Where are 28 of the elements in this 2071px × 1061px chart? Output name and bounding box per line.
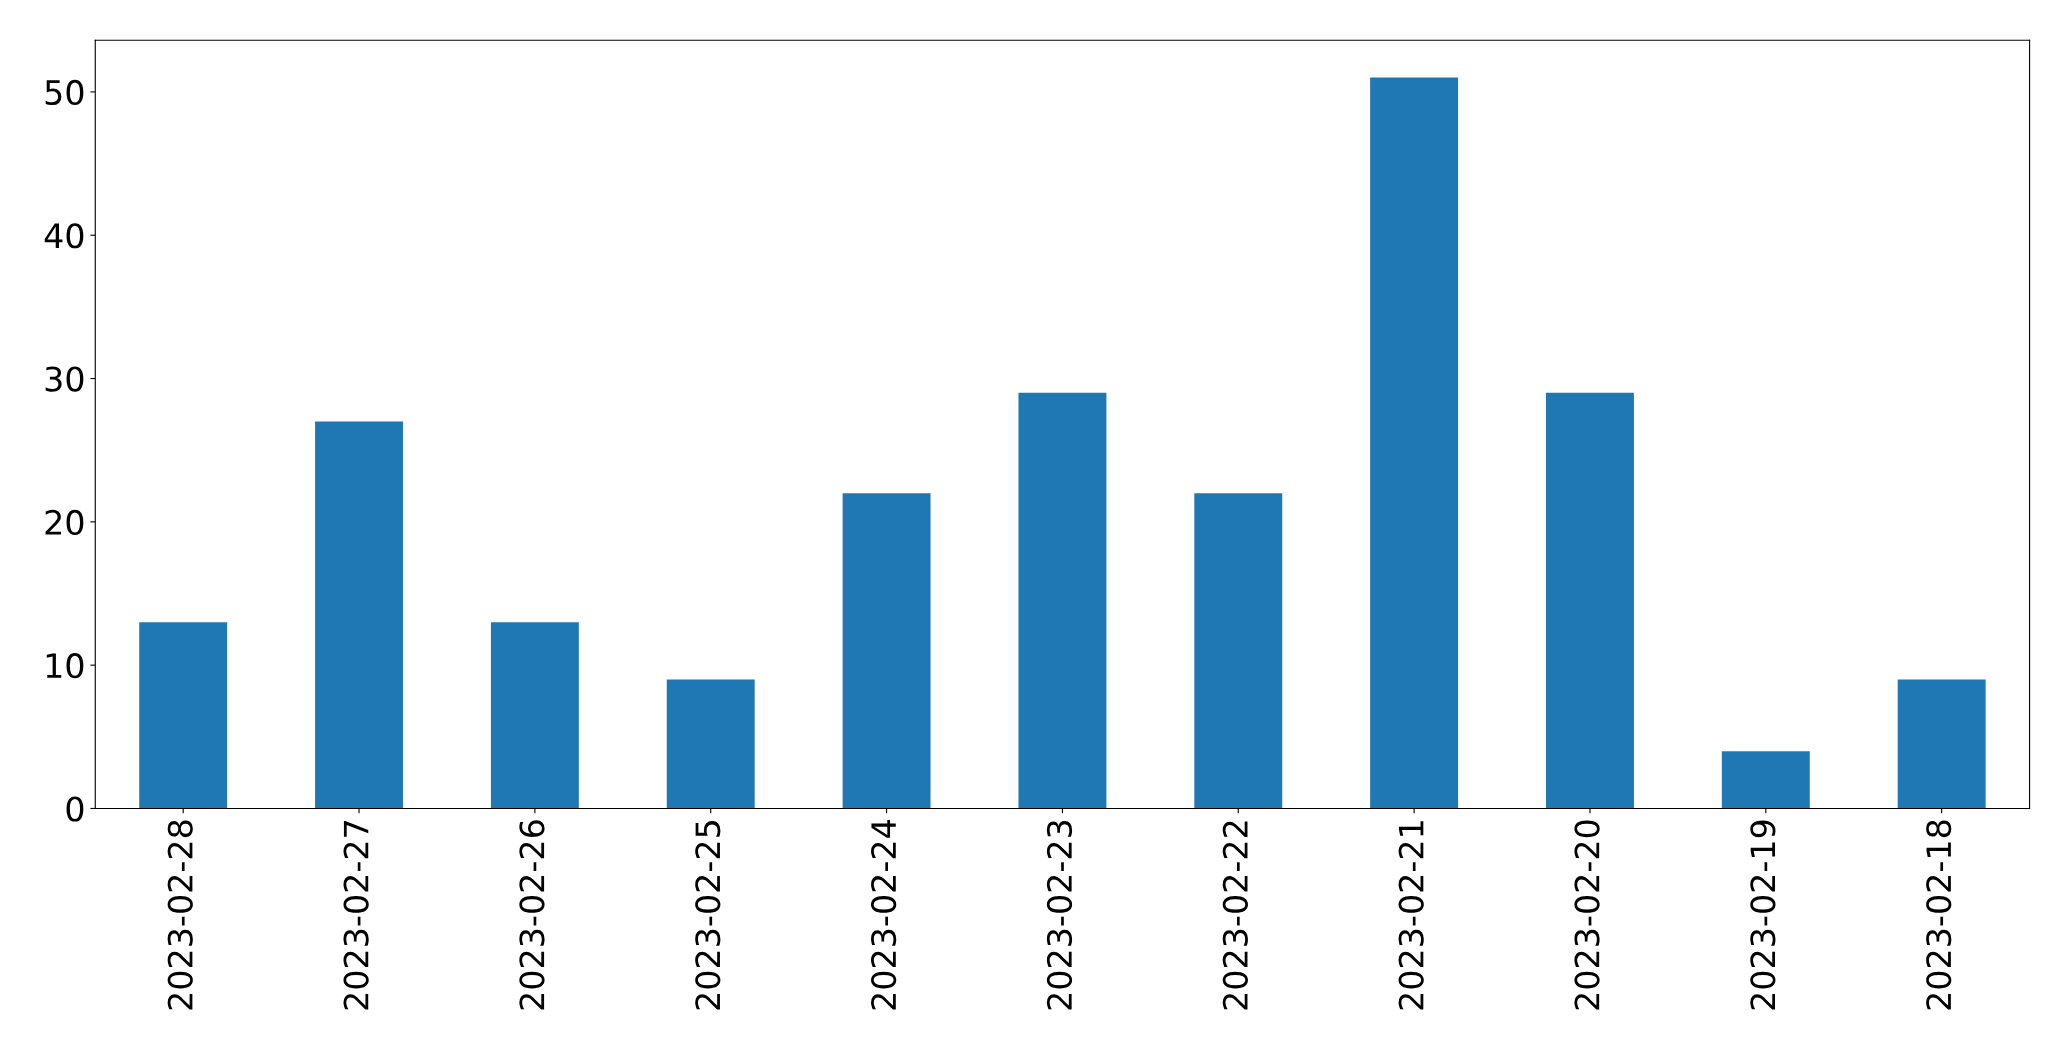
bar — [1018, 392, 1107, 809]
x-tick-label: 2023-02-26 — [519, 820, 545, 1010]
bar — [1897, 679, 1986, 809]
y-tick-label: 0 — [66, 796, 84, 822]
bar — [315, 421, 403, 809]
bar — [1546, 392, 1634, 809]
x-tick-label: 2023-02-28 — [167, 820, 193, 1010]
x-tick-label: 2023-02-21 — [1398, 821, 1424, 1010]
y-tick-label: 40 — [44, 223, 84, 249]
bar — [1194, 493, 1283, 809]
bar — [842, 493, 931, 809]
x-tick-label: 2023-02-23 — [1046, 820, 1073, 1010]
x-tick-label: 2023-02-27 — [343, 821, 369, 1010]
bar — [139, 622, 228, 809]
y-tick-label: 30 — [45, 366, 84, 392]
bar — [666, 679, 755, 809]
bar — [1721, 751, 1810, 809]
y-tick-label: 10 — [46, 653, 84, 679]
x-tick-label: 2023-02-18 — [1926, 820, 1952, 1010]
x-tick-label: 2023-02-24 — [871, 820, 897, 1010]
bar — [490, 622, 579, 809]
y-tick-label: 20 — [45, 509, 84, 535]
y-tick-label: 50 — [45, 79, 84, 106]
x-tick-label: 2023-02-25 — [695, 821, 721, 1010]
x-tick-label: 2023-02-20 — [1574, 820, 1600, 1010]
bar — [1370, 77, 1459, 809]
x-tick-label: 2023-02-19 — [1750, 820, 1776, 1010]
x-tick-label: 2023-02-22 — [1222, 821, 1248, 1010]
